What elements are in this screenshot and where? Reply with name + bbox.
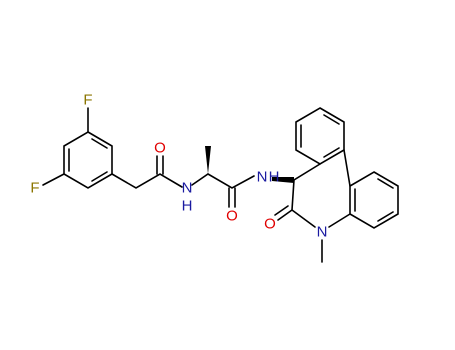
- wedge: [205, 146, 211, 174]
- bond: [323, 147, 340, 158]
- ring: [291, 163, 321, 228]
- bonds: [42, 107, 399, 263]
- chain: [111, 173, 183, 189]
- bond: [42, 173, 65, 186]
- atom-label: O: [264, 216, 276, 233]
- wedge: [272, 177, 294, 183]
- atom-label: N: [257, 169, 268, 186]
- bond: [377, 178, 394, 189]
- atom-label: H: [269, 169, 280, 186]
- atom-label: N: [317, 224, 328, 241]
- bond: [277, 209, 293, 221]
- atom-label: O: [154, 140, 166, 157]
- bond: [323, 114, 340, 125]
- chain: [191, 173, 255, 189]
- bond: [328, 213, 351, 228]
- atom-label: F: [83, 92, 92, 109]
- atom-label: N: [182, 180, 193, 197]
- bond: [343, 149, 351, 187]
- bond: [274, 205, 289, 216]
- bond: [377, 211, 394, 222]
- ring: [295, 107, 345, 165]
- atom-label: O: [226, 208, 238, 225]
- ring: [349, 171, 399, 229]
- atom-label: H: [182, 198, 193, 215]
- bond: [91, 171, 108, 182]
- labels: F F O N H O N H O N: [30, 92, 327, 241]
- ring: [63, 131, 113, 189]
- bond: [91, 138, 108, 149]
- atom-label: F: [30, 180, 39, 197]
